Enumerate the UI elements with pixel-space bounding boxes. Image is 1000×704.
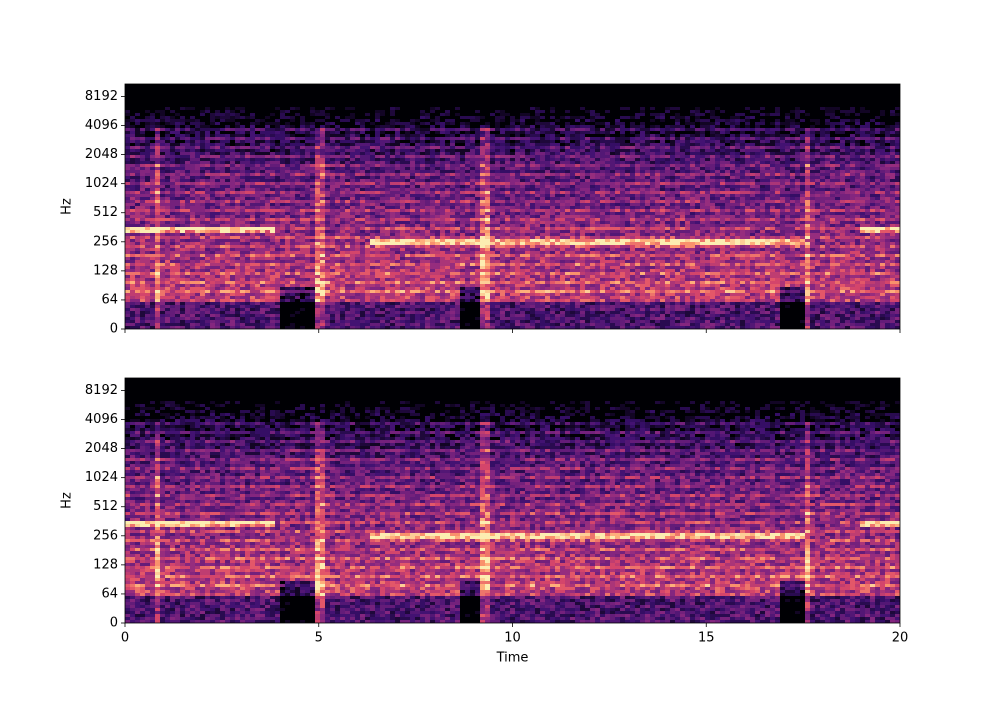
- spectrogram-cells: [135, 449, 895, 596]
- y-tick-label: 64: [101, 292, 118, 307]
- x-axis-label: Time: [496, 651, 529, 666]
- spectrogram-cells: [125, 512, 900, 596]
- spectrogram-cells: [125, 431, 900, 620]
- y-tick-label: 1024: [85, 176, 118, 191]
- spectrogram-cells: [125, 410, 900, 623]
- y-tick-label: 8192: [85, 383, 118, 398]
- x-tick-label: 15: [698, 631, 715, 646]
- spectrogram-cells: [125, 422, 900, 623]
- y-tick-label: 512: [93, 205, 118, 220]
- y-tick-label: 256: [93, 528, 118, 543]
- y-axis-label: Hz: [60, 492, 75, 509]
- spectrogram-cells: [125, 128, 900, 329]
- spectrogram-cells: [125, 164, 900, 302]
- y-tick-label: 0: [110, 616, 118, 631]
- spectrogram-image: [125, 84, 900, 329]
- spectrogram-cells: [125, 128, 900, 329]
- y-tick-label: 128: [93, 263, 118, 278]
- spectrogram-cells: [125, 137, 900, 329]
- y-tick-label: 2048: [85, 147, 118, 162]
- y-tick-label: 4096: [85, 118, 118, 133]
- spectrogram-cells: [125, 458, 900, 596]
- spectrogram-cells: [125, 422, 900, 623]
- spectrogram-cells: [125, 422, 900, 623]
- y-tick-label: 0: [110, 322, 118, 337]
- y-tick-label: 2048: [85, 441, 118, 456]
- x-tick-label: 20: [892, 631, 909, 646]
- y-axis-label: Hz: [60, 198, 75, 215]
- y-tick-label: 1024: [85, 470, 118, 485]
- y-tick-label: 256: [93, 234, 118, 249]
- x-tick-label: 10: [504, 631, 521, 646]
- x-tick-label: 0: [121, 631, 129, 646]
- spectrogram-cells: [125, 107, 900, 329]
- spectrogram-cells: [125, 431, 900, 623]
- y-tick-label: 8192: [85, 89, 118, 104]
- spectrogram-cells: [125, 422, 900, 623]
- y-tick-label: 4096: [85, 412, 118, 427]
- spectrogram-cells: [125, 128, 900, 329]
- x-tick-label: 5: [315, 631, 323, 646]
- spectrogram-image: [125, 378, 900, 623]
- y-tick-label: 128: [93, 557, 118, 572]
- spectrogram-cells: [125, 128, 900, 329]
- spectrogram-cells: [125, 218, 900, 302]
- y-tick-label: 512: [93, 499, 118, 514]
- y-tick-label: 64: [101, 586, 118, 601]
